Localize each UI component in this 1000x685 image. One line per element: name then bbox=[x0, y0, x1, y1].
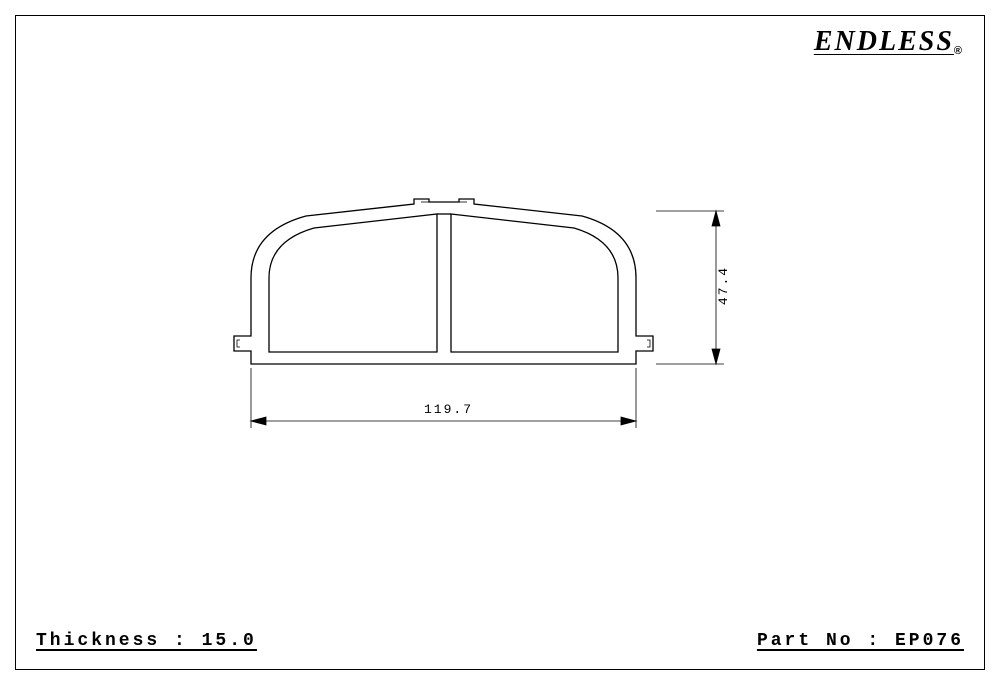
dim-height-group bbox=[656, 211, 724, 364]
thickness-label: Thickness : 15.0 bbox=[36, 631, 257, 651]
footer: Thickness : 15.0 Part No : EP076 bbox=[16, 631, 984, 651]
friction-right bbox=[451, 214, 618, 352]
friction-left bbox=[269, 214, 437, 352]
pad-outline bbox=[234, 199, 653, 364]
dim-width-value: 119.7 bbox=[424, 402, 473, 417]
dim-height-value: 47.4 bbox=[716, 266, 731, 305]
left-bracket bbox=[237, 340, 240, 347]
right-bracket bbox=[647, 340, 650, 347]
partno-label: Part No : EP076 bbox=[757, 631, 964, 651]
technical-drawing bbox=[16, 16, 986, 671]
drawing-frame: ENDLESS® bbox=[15, 15, 985, 670]
dim-width-group bbox=[251, 368, 636, 428]
